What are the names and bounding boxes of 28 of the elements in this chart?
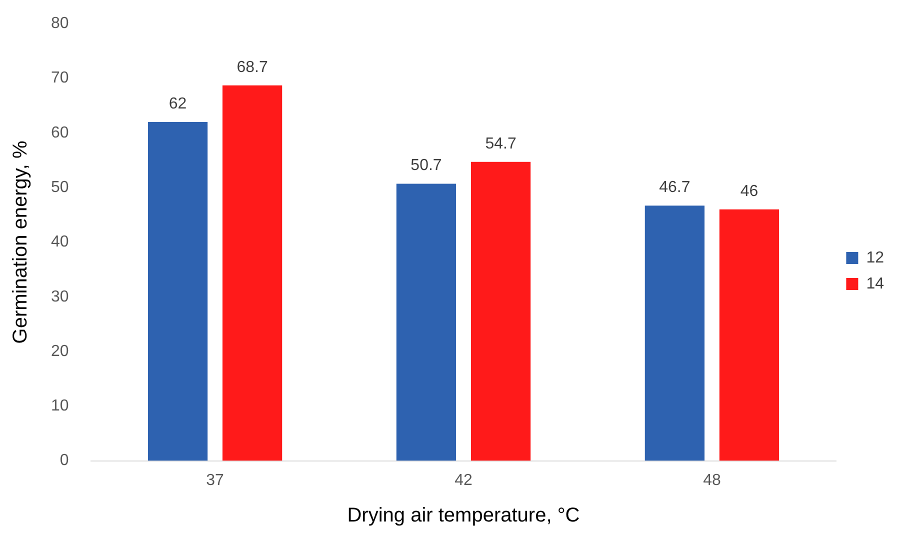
x-tick-label: 42 [454,472,472,489]
x-axis-title: Drying air temperature, °C [347,504,580,527]
bar [148,122,208,461]
data-label: 62 [168,95,187,112]
legend-label: 12 [866,249,884,266]
bar [222,85,282,461]
y-tick-label: 0 [60,452,69,470]
data-label: 46.7 [659,178,690,196]
y-tick-label: 60 [51,124,69,142]
bar [644,206,705,461]
legend-label: 14 [866,275,884,292]
y-tick-label: 50 [51,178,69,196]
bar [396,184,456,461]
y-tick-label: 80 [51,15,69,32]
y-tick-label: 20 [51,342,69,360]
x-tick-label: 37 [206,472,224,489]
y-tick-label: 10 [51,398,69,415]
data-label: 50.7 [410,157,442,174]
y-tick-label: 30 [51,288,69,306]
y-axis-title: Germination energy, % [10,140,32,344]
y-tick-label: 70 [51,70,69,87]
data-label: 46 [740,182,758,200]
x-tick-label: 48 [703,472,721,489]
bar [470,162,531,461]
bar [719,209,780,461]
y-tick-label: 40 [51,234,69,251]
data-label: 54.7 [485,135,516,152]
data-label: 68.7 [236,58,268,76]
